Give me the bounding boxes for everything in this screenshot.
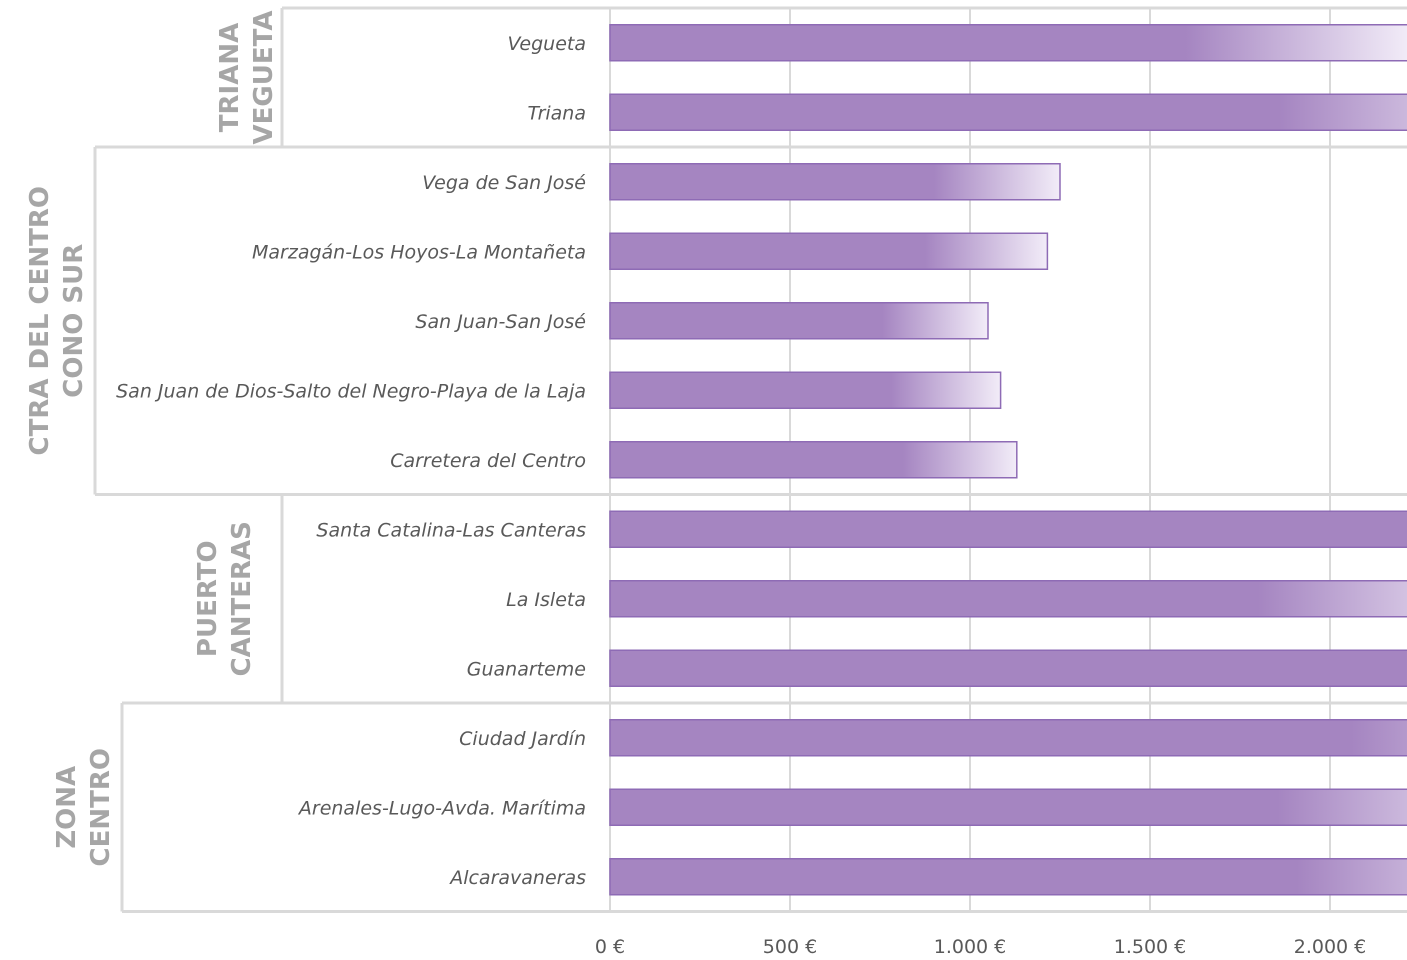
bar xyxy=(609,163,1061,201)
group-label: VEGUETA xyxy=(249,11,279,145)
bars xyxy=(609,24,1407,896)
x-tick-label: 0 € xyxy=(595,936,625,958)
category-label: San Juan de Dios-Salto del Negro-Playa d… xyxy=(116,380,586,402)
group-label: PUERTO xyxy=(193,540,223,657)
group-label: CANTERAS xyxy=(227,521,257,676)
bar xyxy=(609,858,1407,896)
category-label: Carretera del Centro xyxy=(390,450,586,472)
bar xyxy=(609,649,1407,687)
group-label: ZONA xyxy=(52,766,82,849)
bar xyxy=(609,788,1407,826)
category-label: San Juan-San José xyxy=(415,311,586,333)
category-label: Arenales-Lugo-Avda. Marítima xyxy=(297,797,586,819)
bar xyxy=(609,24,1407,62)
group-labels: TRIANA VEGUETA CTRA DEL CENTRO CONO SUR PUER… xyxy=(25,11,279,867)
group-label: CTRA DEL CENTRO xyxy=(25,186,55,455)
x-axis-tick-labels: 0 €500 €1.000 €1.500 €2.000 €2.500 €3.00… xyxy=(595,936,1367,958)
group-label: TRIANA xyxy=(215,23,245,132)
category-label: Vegueta xyxy=(508,33,586,55)
bar xyxy=(609,371,1002,409)
category-label: Guanarteme xyxy=(467,658,586,680)
category-label: Santa Catalina-Las Canteras xyxy=(316,519,586,541)
category-label: Marzagán-Los Hoyos-La Montañeta xyxy=(252,241,586,263)
group-label: CENTRO xyxy=(86,748,116,866)
x-tick-label: 500 € xyxy=(763,936,817,958)
bar xyxy=(609,510,1407,548)
bar xyxy=(609,441,1018,479)
group-frames xyxy=(93,6,1407,913)
bar xyxy=(609,93,1407,131)
x-tick-label: 2.000 € xyxy=(1294,936,1367,958)
category-label: Alcaravaneras xyxy=(448,867,586,889)
category-labels: Vegueta Triana Vega de San José Marzagán-Lo… xyxy=(116,33,586,889)
bar xyxy=(609,719,1407,757)
category-label: Ciudad Jardín xyxy=(459,728,586,750)
category-label: La Isleta xyxy=(506,589,586,611)
x-tick-label: 1.000 € xyxy=(934,936,1007,958)
group-label: CONO SUR xyxy=(59,244,89,398)
bar xyxy=(609,232,1049,270)
category-label: Vega de San José xyxy=(422,172,586,194)
bar xyxy=(609,580,1407,618)
bar xyxy=(609,302,989,340)
x-tick-label: 1.500 € xyxy=(1114,936,1187,958)
category-label: Triana xyxy=(527,102,586,124)
